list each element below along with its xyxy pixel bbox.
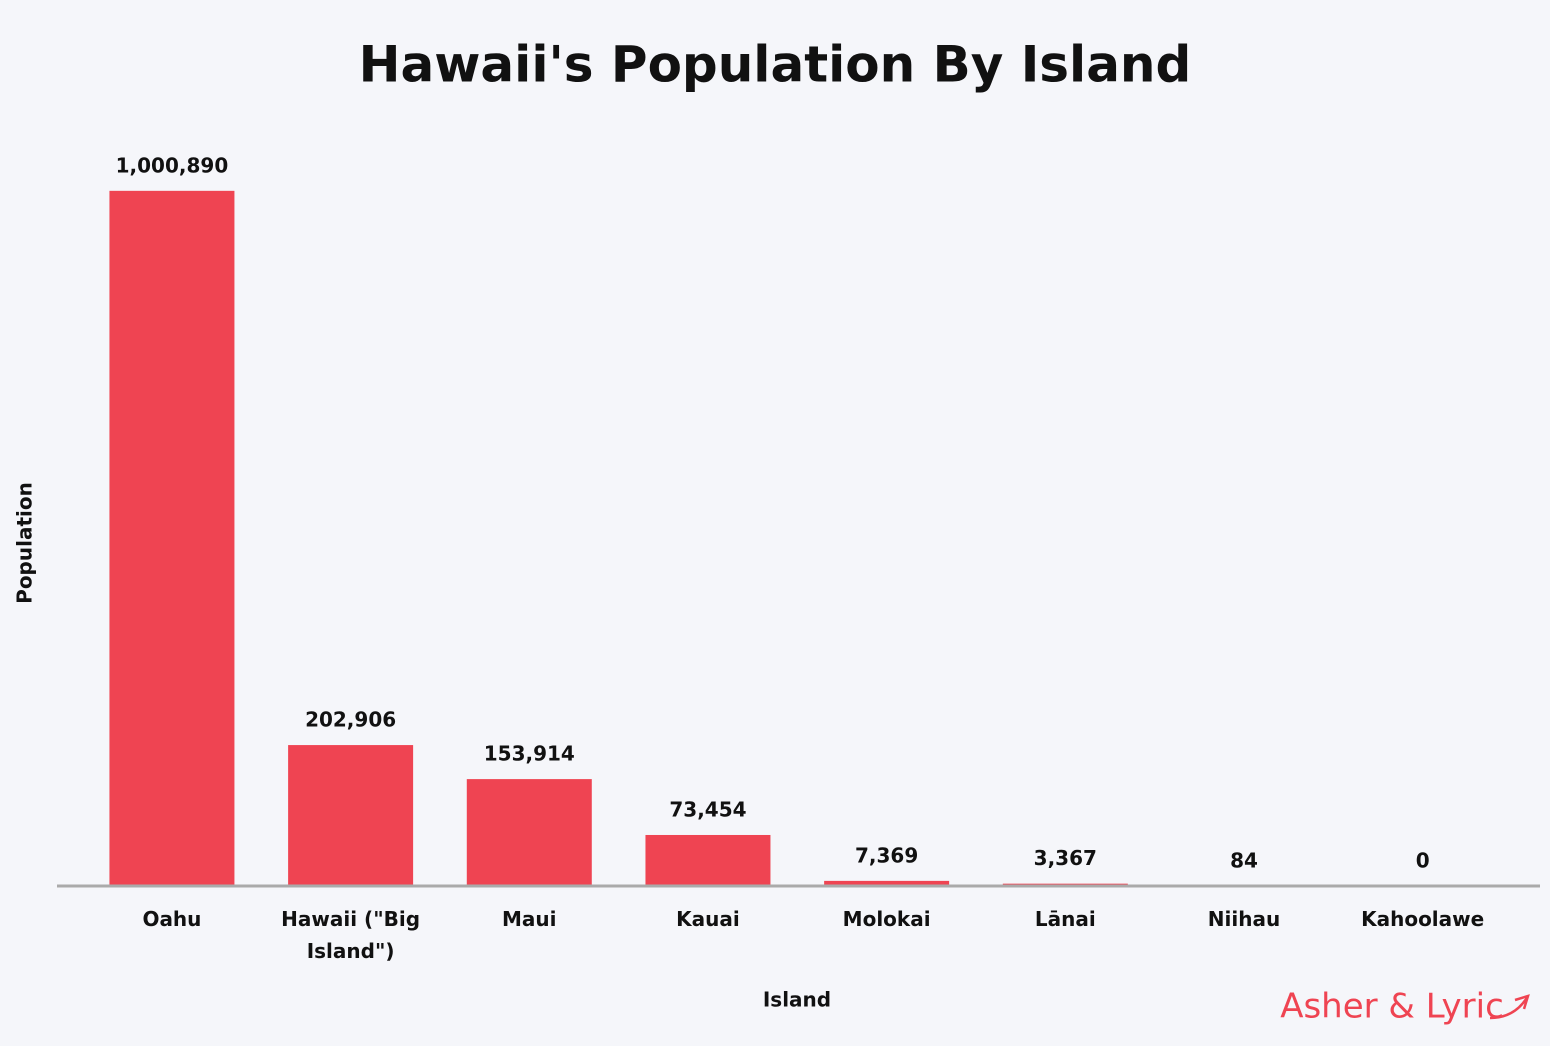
bar — [109, 190, 235, 886]
x-tick-label: Kauai — [676, 907, 740, 931]
x-tick-label: Hawaii ("Big Island") — [281, 907, 421, 963]
value-label: 84 — [1230, 848, 1258, 872]
logo: Asher & Lyric — [1280, 987, 1504, 1027]
x-tick-label: Molokai — [842, 907, 931, 931]
x-tick-label: Kahoolawe — [1361, 907, 1485, 931]
value-label: 153,914 — [484, 742, 575, 766]
value-label: 7,369 — [855, 843, 918, 867]
value-label: 3,367 — [1034, 846, 1097, 870]
bar — [824, 880, 950, 886]
x-tick-label: Oahu — [142, 907, 202, 931]
bar — [466, 779, 592, 886]
value-label: 0 — [1416, 849, 1430, 873]
y-axis-label: Population — [13, 482, 37, 604]
bar — [645, 834, 771, 886]
x-tick-label: Niihau — [1207, 907, 1281, 931]
logo-plane — [1489, 994, 1530, 1020]
x-tick-label: Maui — [502, 907, 557, 931]
value-label: 202,906 — [305, 708, 396, 732]
value-label: 73,454 — [669, 797, 746, 821]
chart-title: Hawaii's Population By Island — [359, 36, 1192, 94]
x-axis-label: Island — [763, 988, 831, 1012]
value-label: 1,000,890 — [116, 153, 229, 177]
x-tick-label: Lānai — [1034, 907, 1096, 931]
bar — [288, 745, 414, 886]
